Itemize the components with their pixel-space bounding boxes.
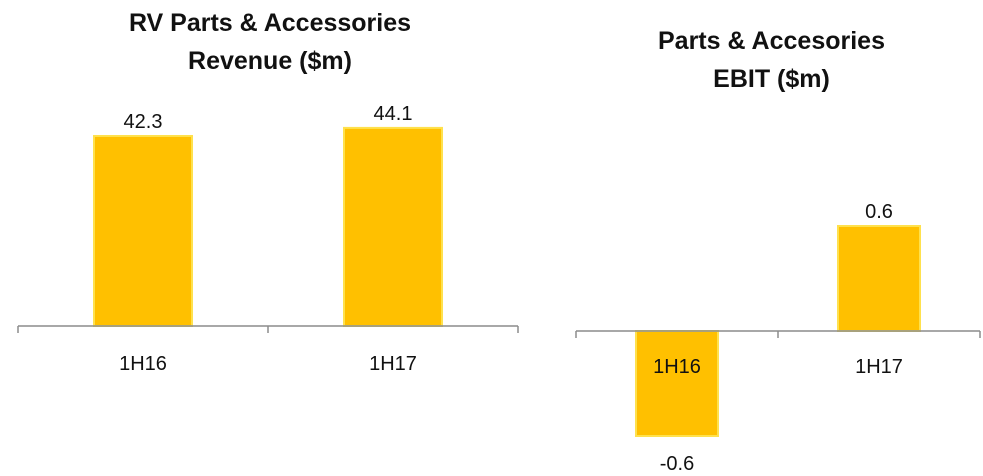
- revenue-bar-1h17: [343, 126, 443, 327]
- ebit-category-label: 1H17: [855, 356, 903, 378]
- ebit-chart-panel: Parts & Accesories EBIT ($m) -0.6 1H16 0.6…: [560, 0, 983, 476]
- revenue-data-label: 44.1: [374, 103, 413, 125]
- revenue-category-label: 1H17: [369, 353, 417, 375]
- revenue-category-label: 1H16: [119, 353, 167, 375]
- ebit-chart-title: Parts & Accesories EBIT ($m): [658, 27, 885, 93]
- ebit-data-label: 0.6: [865, 201, 893, 223]
- ebit-chart: -0.6 1H16 0.6 1H17: [575, 201, 981, 475]
- revenue-bar-1h16: [93, 134, 193, 327]
- ebit-category-label: 1H16: [653, 356, 701, 378]
- ebit-bar-1h16: [635, 330, 719, 437]
- revenue-chart-title: RV Parts & Accessories Revenue ($m): [128, 9, 412, 75]
- ebit-bar-1h17: [837, 225, 921, 332]
- revenue-chart-panel: RV Parts & Accessories Revenue ($m) 42.3…: [17, 9, 519, 375]
- ebit-data-label: -0.6: [660, 453, 694, 475]
- revenue-chart: 42.3 1H16 44.1 1H17: [17, 103, 519, 375]
- revenue-data-label: 42.3: [124, 111, 163, 133]
